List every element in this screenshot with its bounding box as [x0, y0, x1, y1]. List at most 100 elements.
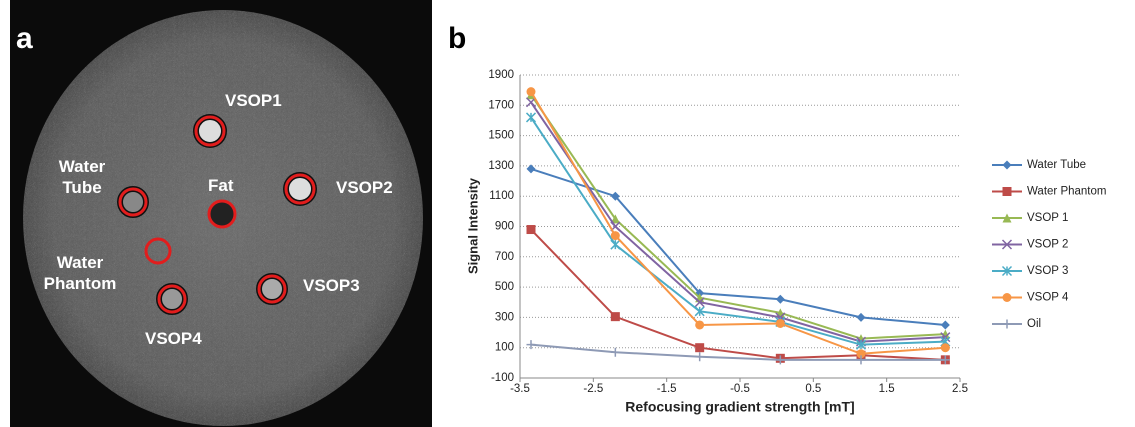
marker — [525, 112, 537, 123]
marker-shape — [526, 87, 536, 97]
marker — [940, 320, 950, 330]
marker — [610, 347, 620, 357]
marker — [695, 343, 705, 353]
marker — [856, 349, 866, 359]
marker — [610, 312, 620, 322]
marker-shape — [526, 164, 536, 174]
annotation: Water Tube — [58, 157, 106, 197]
y-tick-label: -100 — [491, 372, 514, 384]
marker — [526, 225, 536, 235]
x-tick-label: -1.5 — [657, 383, 677, 395]
marker — [856, 355, 866, 365]
x-axis-title: Refocusing gradient strength [mT] — [625, 399, 854, 415]
marker — [1002, 187, 1012, 196]
marker — [1001, 239, 1013, 250]
annotation: Fat — [208, 176, 234, 195]
x-tick-label: -2.5 — [583, 383, 603, 395]
series-line — [530, 228, 946, 361]
series-line — [530, 101, 946, 343]
marker-shape — [526, 225, 536, 235]
marker — [526, 340, 536, 350]
y-tick-label: 900 — [495, 221, 514, 233]
marker-shape — [695, 343, 705, 353]
annotation: VSOP2 — [336, 178, 393, 197]
series-line — [530, 167, 946, 326]
marker — [610, 191, 620, 201]
marker-shape — [940, 332, 951, 343]
annotation: VSOP1 — [225, 91, 282, 110]
marker — [1002, 293, 1012, 302]
marker-shape — [610, 191, 620, 201]
series-line — [530, 116, 946, 346]
marker — [610, 239, 621, 250]
marker — [855, 339, 867, 350]
marker-shape — [694, 306, 705, 317]
marker-shape — [940, 343, 950, 353]
marker-shape — [610, 347, 620, 357]
y-tick-label: 1700 — [488, 99, 514, 111]
legend-label: VSOP 4 — [1027, 292, 1069, 304]
marker-shape — [1001, 239, 1013, 250]
legend-label: VSOP 3 — [1027, 265, 1068, 277]
legend-label: Water Phantom — [1027, 186, 1106, 198]
legend-label: VSOP 1 — [1027, 212, 1068, 224]
marker — [775, 294, 785, 304]
marker-shape — [1002, 213, 1012, 223]
mri-drawing — [23, 10, 423, 426]
marker-shape — [940, 355, 950, 365]
marker-shape — [855, 339, 867, 350]
marker-shape — [694, 297, 705, 308]
marker — [775, 355, 785, 365]
marker-shape — [695, 352, 705, 362]
x-tick-label: 1.5 — [879, 383, 895, 395]
x-tick-label: 0.5 — [805, 383, 821, 395]
y-tick-label: 1900 — [488, 69, 514, 81]
x-tick-label: -0.5 — [730, 383, 750, 395]
y-axis-title: Signal Intensity — [465, 177, 480, 274]
marker-shape — [610, 231, 620, 241]
marker — [694, 306, 705, 317]
marker-shape — [525, 112, 537, 123]
marker — [1002, 213, 1012, 223]
y-tick-label: 1500 — [488, 130, 514, 142]
y-tick-label: 300 — [495, 311, 514, 323]
y-tick-label: 1300 — [488, 160, 514, 172]
series-line — [530, 94, 946, 340]
marker — [610, 214, 620, 224]
marker-shape — [1002, 319, 1012, 329]
series-line — [530, 343, 946, 361]
marker — [940, 343, 950, 353]
marker — [610, 231, 620, 241]
marker — [1002, 319, 1012, 329]
mri-image: a VSOP1 Water Tube Fat VSOP2 Water Phant… — [10, 0, 432, 427]
y-tick-label: 1100 — [489, 190, 514, 202]
legend-label: Oil — [1027, 318, 1041, 330]
marker — [695, 320, 705, 330]
x-tick-label: 2.5 — [952, 383, 968, 395]
y-tick-label: 700 — [495, 251, 514, 263]
marker — [694, 297, 705, 308]
marker-shape — [856, 349, 866, 359]
series-line — [530, 91, 946, 355]
legend-label: Water Tube — [1027, 159, 1086, 171]
marker — [940, 332, 951, 343]
marker-shape — [775, 294, 785, 304]
marker-shape — [1001, 265, 1013, 277]
annotation: VSOP3 — [303, 276, 360, 295]
marker — [940, 355, 950, 365]
marker-shape — [856, 312, 866, 322]
marker-shape — [775, 355, 785, 365]
y-tick-label: 100 — [495, 342, 514, 354]
roi-circles — [117, 114, 317, 315]
marker-shape — [775, 318, 785, 328]
marker-shape — [610, 312, 620, 322]
marker-shape — [526, 340, 536, 350]
annotation: Water Phantom — [43, 253, 117, 293]
annotation: VSOP4 — [145, 329, 202, 348]
panel-label: a — [16, 22, 33, 55]
marker-shape — [1002, 293, 1012, 302]
marker-shape — [695, 320, 705, 330]
panel-label: b — [448, 22, 466, 55]
